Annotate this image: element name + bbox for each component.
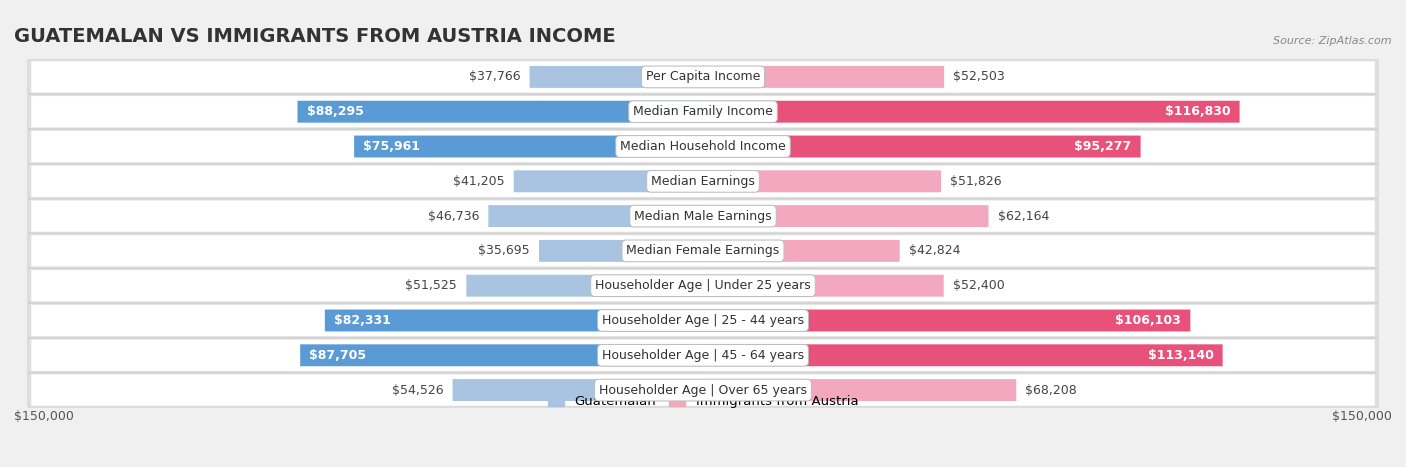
FancyBboxPatch shape <box>298 101 703 123</box>
Text: $52,400: $52,400 <box>953 279 1005 292</box>
Text: Householder Age | Under 25 years: Householder Age | Under 25 years <box>595 279 811 292</box>
FancyBboxPatch shape <box>31 61 1375 92</box>
FancyBboxPatch shape <box>28 269 1378 303</box>
Text: Householder Age | 45 - 64 years: Householder Age | 45 - 64 years <box>602 349 804 362</box>
FancyBboxPatch shape <box>28 60 1378 94</box>
FancyBboxPatch shape <box>28 373 1378 407</box>
Text: Householder Age | 25 - 44 years: Householder Age | 25 - 44 years <box>602 314 804 327</box>
FancyBboxPatch shape <box>703 101 1240 123</box>
FancyBboxPatch shape <box>538 240 703 262</box>
Text: Per Capita Income: Per Capita Income <box>645 71 761 84</box>
Text: $106,103: $106,103 <box>1115 314 1181 327</box>
Text: Source: ZipAtlas.com: Source: ZipAtlas.com <box>1274 35 1392 46</box>
Text: $52,503: $52,503 <box>953 71 1005 84</box>
FancyBboxPatch shape <box>703 344 1223 366</box>
Text: $116,830: $116,830 <box>1164 105 1230 118</box>
Text: Median Female Earnings: Median Female Earnings <box>627 244 779 257</box>
Text: $113,140: $113,140 <box>1147 349 1213 362</box>
FancyBboxPatch shape <box>28 234 1378 268</box>
Text: $54,526: $54,526 <box>392 383 443 396</box>
FancyBboxPatch shape <box>703 240 900 262</box>
FancyBboxPatch shape <box>703 379 1017 401</box>
FancyBboxPatch shape <box>31 375 1375 406</box>
Text: $42,824: $42,824 <box>908 244 960 257</box>
Text: Householder Age | Over 65 years: Householder Age | Over 65 years <box>599 383 807 396</box>
Text: $62,164: $62,164 <box>998 210 1049 223</box>
FancyBboxPatch shape <box>299 344 703 366</box>
FancyBboxPatch shape <box>453 379 703 401</box>
FancyBboxPatch shape <box>703 310 1191 332</box>
FancyBboxPatch shape <box>703 205 988 227</box>
Text: GUATEMALAN VS IMMIGRANTS FROM AUSTRIA INCOME: GUATEMALAN VS IMMIGRANTS FROM AUSTRIA IN… <box>14 27 616 46</box>
Text: $46,736: $46,736 <box>427 210 479 223</box>
FancyBboxPatch shape <box>31 96 1375 127</box>
FancyBboxPatch shape <box>28 129 1378 163</box>
Text: Median Family Income: Median Family Income <box>633 105 773 118</box>
FancyBboxPatch shape <box>31 270 1375 301</box>
FancyBboxPatch shape <box>28 95 1378 129</box>
Text: $87,705: $87,705 <box>309 349 367 362</box>
Text: $51,826: $51,826 <box>950 175 1002 188</box>
FancyBboxPatch shape <box>28 304 1378 338</box>
FancyBboxPatch shape <box>28 164 1378 198</box>
FancyBboxPatch shape <box>488 205 703 227</box>
FancyBboxPatch shape <box>703 66 945 88</box>
Text: $75,961: $75,961 <box>363 140 420 153</box>
FancyBboxPatch shape <box>467 275 703 297</box>
Text: $82,331: $82,331 <box>335 314 391 327</box>
FancyBboxPatch shape <box>703 275 943 297</box>
Text: Median Household Income: Median Household Income <box>620 140 786 153</box>
Text: $88,295: $88,295 <box>307 105 364 118</box>
FancyBboxPatch shape <box>530 66 703 88</box>
FancyBboxPatch shape <box>31 235 1375 267</box>
FancyBboxPatch shape <box>325 310 703 332</box>
Text: $35,695: $35,695 <box>478 244 530 257</box>
FancyBboxPatch shape <box>513 170 703 192</box>
FancyBboxPatch shape <box>703 135 1140 157</box>
Legend: Guatemalan, Immigrants from Austria: Guatemalan, Immigrants from Austria <box>548 395 858 408</box>
Text: Median Male Earnings: Median Male Earnings <box>634 210 772 223</box>
FancyBboxPatch shape <box>31 340 1375 371</box>
Text: $37,766: $37,766 <box>468 71 520 84</box>
FancyBboxPatch shape <box>31 166 1375 197</box>
FancyBboxPatch shape <box>31 305 1375 336</box>
Text: $41,205: $41,205 <box>453 175 505 188</box>
FancyBboxPatch shape <box>31 131 1375 162</box>
FancyBboxPatch shape <box>703 170 941 192</box>
FancyBboxPatch shape <box>354 135 703 157</box>
FancyBboxPatch shape <box>31 200 1375 232</box>
FancyBboxPatch shape <box>28 199 1378 233</box>
Text: $51,525: $51,525 <box>405 279 457 292</box>
Text: $68,208: $68,208 <box>1025 383 1077 396</box>
Text: $95,277: $95,277 <box>1074 140 1132 153</box>
Text: $150,000: $150,000 <box>1331 410 1392 423</box>
FancyBboxPatch shape <box>28 338 1378 372</box>
Text: Median Earnings: Median Earnings <box>651 175 755 188</box>
Text: $150,000: $150,000 <box>14 410 75 423</box>
